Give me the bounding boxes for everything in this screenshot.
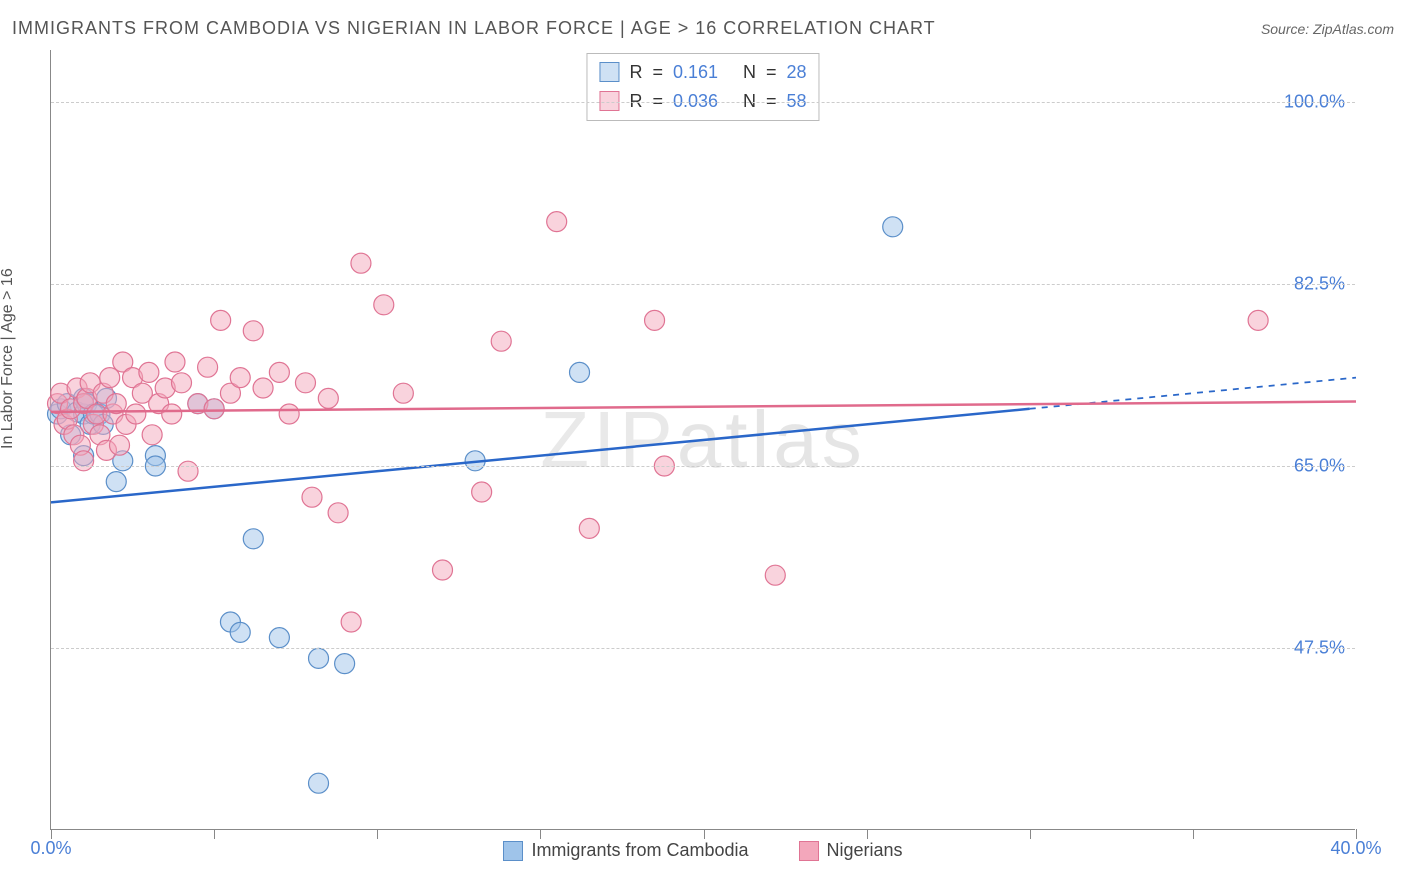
- scatter-point: [269, 628, 289, 648]
- legend-r-label: R =: [629, 58, 663, 87]
- scatter-point: [126, 404, 146, 424]
- scatter-point: [547, 212, 567, 232]
- x-tick: [214, 829, 215, 839]
- x-tick: [704, 829, 705, 839]
- legend-n-value: 28: [787, 58, 807, 87]
- chart-svg: [51, 50, 1355, 829]
- legend-series-item: Immigrants from Cambodia: [503, 840, 748, 861]
- legend-n-label: N =: [743, 58, 777, 87]
- gridline: [51, 284, 1355, 285]
- scatter-point: [309, 648, 329, 668]
- scatter-point: [351, 253, 371, 273]
- scatter-point: [1248, 310, 1268, 330]
- scatter-point: [253, 378, 273, 398]
- source-name: ZipAtlas.com: [1313, 21, 1394, 37]
- trend-line: [51, 402, 1356, 412]
- gridline: [51, 466, 1355, 467]
- scatter-point: [765, 565, 785, 585]
- scatter-point: [230, 622, 250, 642]
- scatter-point: [279, 404, 299, 424]
- scatter-point: [309, 773, 329, 793]
- plot-area: ZIPatlas 47.5%65.0%82.5%100.0% 0.0%40.0%…: [50, 50, 1355, 830]
- legend-swatch: [599, 62, 619, 82]
- y-axis-label: In Labor Force | Age > 16: [0, 268, 17, 449]
- x-tick: [1193, 829, 1194, 839]
- legend-correlation-row: R = 0.161 N = 28: [599, 58, 806, 87]
- scatter-point: [269, 362, 289, 382]
- source-label: Source:: [1261, 21, 1313, 37]
- legend-swatch: [799, 841, 819, 861]
- scatter-point: [211, 310, 231, 330]
- legend-swatch: [503, 841, 523, 861]
- legend-series-item: Nigerians: [799, 840, 903, 861]
- title-bar: IMMIGRANTS FROM CAMBODIA VS NIGERIAN IN …: [12, 18, 1394, 39]
- scatter-point: [142, 425, 162, 445]
- scatter-point: [645, 310, 665, 330]
- legend-series-label: Immigrants from Cambodia: [531, 840, 748, 861]
- x-tick: [1030, 829, 1031, 839]
- scatter-point: [139, 362, 159, 382]
- scatter-point: [74, 451, 94, 471]
- chart-title: IMMIGRANTS FROM CAMBODIA VS NIGERIAN IN …: [12, 18, 936, 39]
- scatter-point: [243, 321, 263, 341]
- scatter-point: [341, 612, 361, 632]
- scatter-point: [491, 331, 511, 351]
- scatter-point: [110, 435, 130, 455]
- scatter-point: [204, 399, 224, 419]
- scatter-point: [374, 295, 394, 315]
- trend-line: [51, 409, 1030, 503]
- scatter-point: [570, 362, 590, 382]
- scatter-point: [433, 560, 453, 580]
- scatter-point: [165, 352, 185, 372]
- gridline: [51, 102, 1355, 103]
- x-tick: [540, 829, 541, 839]
- scatter-point: [198, 357, 218, 377]
- scatter-point: [172, 373, 192, 393]
- scatter-point: [328, 503, 348, 523]
- scatter-point: [162, 404, 182, 424]
- scatter-point: [393, 383, 413, 403]
- scatter-point: [302, 487, 322, 507]
- scatter-point: [106, 472, 126, 492]
- legend-series-label: Nigerians: [827, 840, 903, 861]
- source-credit: Source: ZipAtlas.com: [1261, 21, 1394, 37]
- gridline: [51, 648, 1355, 649]
- x-tick: [867, 829, 868, 839]
- scatter-point: [243, 529, 263, 549]
- scatter-point: [579, 518, 599, 538]
- scatter-point: [335, 654, 355, 674]
- legend-series: Immigrants from Cambodia Nigerians: [51, 840, 1355, 861]
- scatter-point: [318, 388, 338, 408]
- x-tick: [377, 829, 378, 839]
- scatter-point: [472, 482, 492, 502]
- scatter-point: [883, 217, 903, 237]
- scatter-point: [295, 373, 315, 393]
- legend-r-value: 0.161: [673, 58, 733, 87]
- legend-correlation: R =0.161N =28R =0.036N =58: [586, 53, 819, 121]
- scatter-point: [178, 461, 198, 481]
- scatter-point: [230, 368, 250, 388]
